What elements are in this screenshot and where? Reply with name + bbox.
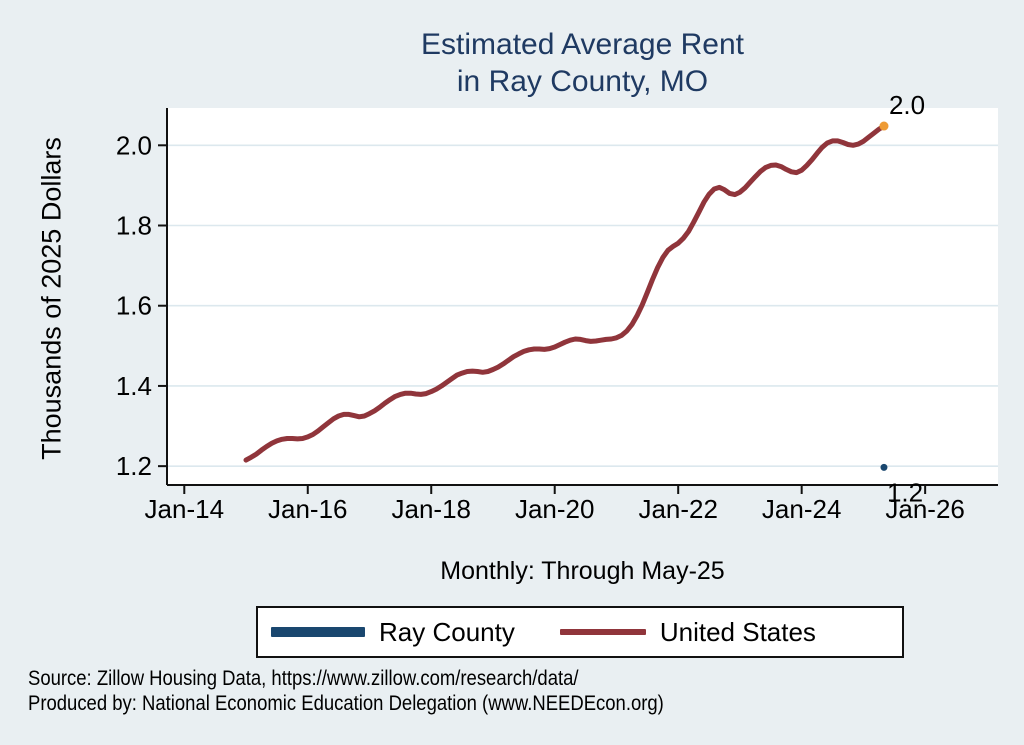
chart-title-line-2: in Ray County, MO: [456, 65, 709, 98]
x-tick-label: Jan-18: [391, 494, 471, 524]
source-line-1: Source: Zillow Housing Data, https://www…: [28, 667, 579, 690]
legend-item-ray-county: Ray County: [258, 617, 515, 648]
plot-area: [167, 108, 998, 485]
x-tick-label: Jan-16: [268, 494, 348, 524]
legend-label-united-states: United States: [659, 616, 816, 647]
legend-label-ray-county: Ray County: [379, 616, 515, 647]
y-axis-label: Thousands of 2025 Dollars: [36, 137, 67, 460]
ray-county-point-label: 1.2: [887, 477, 923, 507]
chart-title-line-1: Estimated Average Rent: [421, 28, 744, 61]
united-states-line: [243, 123, 887, 463]
y-tick-label: 1.6: [116, 291, 152, 321]
source-line-2: Produced by: National Economic Education…: [28, 692, 664, 715]
x-tick-label: Jan-14: [145, 494, 225, 524]
legend-box: Ray County United States: [256, 606, 904, 658]
line-end-dot: [879, 121, 889, 131]
source-block: Source: Zillow Housing Data, https://www…: [28, 666, 751, 716]
y-tick-label: 2.0: [116, 130, 152, 160]
x-tick-label: Jan-26: [885, 494, 965, 524]
ray-county-dot: [880, 463, 888, 471]
y-tick-label: 1.8: [116, 211, 152, 241]
x-tick-label: Jan-24: [762, 494, 842, 524]
united-states-end-label: 2.0: [889, 90, 925, 120]
ray-county-line-swatch: [271, 627, 365, 637]
x-tick-label: Jan-22: [638, 494, 718, 524]
chart-subtitle: Monthly: Through May-25: [440, 557, 725, 585]
y-tick-label: 1.2: [116, 451, 152, 481]
x-tick-label: Jan-20: [515, 494, 595, 524]
legend-item-united-states: United States: [515, 617, 816, 648]
y-tick-label: 1.4: [116, 371, 152, 401]
chart-title: Estimated Average Rent in Ray County, MO: [167, 26, 998, 100]
united-states-line-swatch: [559, 629, 646, 635]
